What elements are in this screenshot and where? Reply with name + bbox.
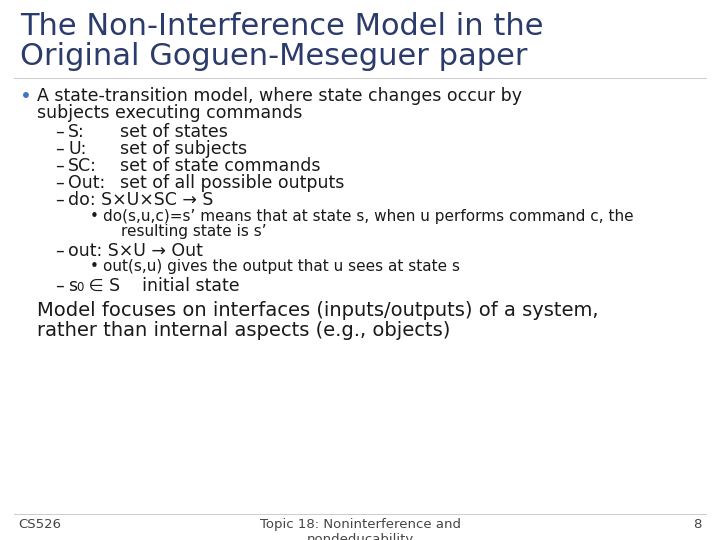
Text: ∈ S    initial state: ∈ S initial state [83, 277, 240, 295]
Text: Model focuses on interfaces (inputs/outputs) of a system,: Model focuses on interfaces (inputs/outp… [37, 301, 598, 320]
Text: out(s,u) gives the output that u sees at state s: out(s,u) gives the output that u sees at… [103, 259, 460, 274]
Text: CS526: CS526 [18, 518, 61, 531]
Text: •: • [20, 87, 32, 106]
Text: resulting state is s’: resulting state is s’ [121, 224, 266, 239]
Text: •: • [90, 259, 99, 274]
Text: out: S×U → Out: out: S×U → Out [68, 242, 203, 260]
Text: Topic 18: Noninterference and
nondeducability: Topic 18: Noninterference and nondeducab… [259, 518, 461, 540]
Text: SC:: SC: [68, 157, 97, 175]
Text: s: s [68, 277, 77, 295]
Text: 8: 8 [693, 518, 702, 531]
Text: rather than internal aspects (e.g., objects): rather than internal aspects (e.g., obje… [37, 321, 451, 340]
Text: –: – [55, 277, 64, 295]
Text: subjects executing commands: subjects executing commands [37, 104, 302, 122]
Text: 0: 0 [76, 281, 84, 294]
Text: U:: U: [68, 140, 86, 158]
Text: set of all possible outputs: set of all possible outputs [120, 174, 344, 192]
Text: Out:: Out: [68, 174, 105, 192]
Text: –: – [55, 157, 64, 175]
Text: –: – [55, 140, 64, 158]
Text: S:: S: [68, 123, 85, 141]
Text: –: – [55, 174, 64, 192]
Text: set of state commands: set of state commands [120, 157, 320, 175]
Text: Original Goguen-Meseguer paper: Original Goguen-Meseguer paper [20, 42, 528, 71]
Text: –: – [55, 191, 64, 209]
Text: –: – [55, 242, 64, 260]
Text: The Non-Interference Model in the: The Non-Interference Model in the [20, 12, 544, 41]
Text: –: – [55, 123, 64, 141]
Text: A state-transition model, where state changes occur by: A state-transition model, where state ch… [37, 87, 522, 105]
Text: do: S×U×SC → S: do: S×U×SC → S [68, 191, 213, 209]
Text: •: • [90, 209, 99, 224]
Text: do(s,u,c)=s’ means that at state s, when u performs command c, the: do(s,u,c)=s’ means that at state s, when… [103, 209, 634, 224]
Text: set of states: set of states [120, 123, 228, 141]
Text: set of subjects: set of subjects [120, 140, 247, 158]
